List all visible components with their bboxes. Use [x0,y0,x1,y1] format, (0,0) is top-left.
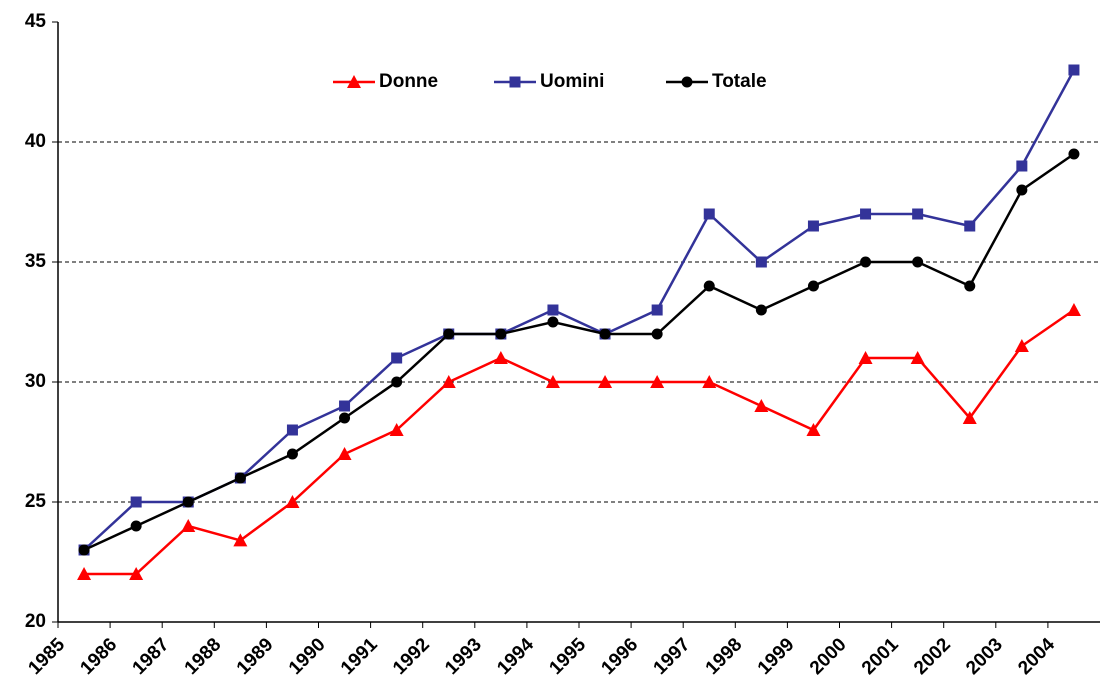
legend-marker [509,76,521,88]
x-tick-label: 1987 [129,634,174,679]
legend-marker [681,76,693,88]
data-point [391,376,403,388]
x-tick-label: 2003 [962,634,1007,679]
data-point [650,375,665,388]
x-tick-label: 1993 [441,634,486,679]
y-tick-label: 20 [25,611,46,632]
legend-label: Uomini [540,71,604,92]
series-line [83,152,1075,552]
data-point [339,400,351,412]
legend-label: Totale [712,71,767,92]
x-tick-label: 1989 [233,634,278,679]
x-tick-label: 1985 [24,634,69,679]
x-tick-label: 1986 [76,634,121,679]
data-point [1016,184,1028,196]
data-point [912,208,924,220]
data-point [962,411,977,424]
x-tick-label: 1998 [702,634,747,679]
data-point [78,544,90,556]
data-point [910,351,925,364]
y-tick-label: 45 [25,11,47,32]
data-point [286,424,298,436]
data-point [339,412,351,424]
x-tick-label: 2000 [806,634,851,679]
data-point [1014,339,1029,352]
data-point [1066,303,1081,316]
data-point [286,448,298,460]
data-point [964,220,976,232]
data-point [389,423,404,436]
data-point [182,496,194,508]
x-tick-label: 1988 [181,634,226,679]
x-tick-label: 2002 [910,634,955,679]
legend-marker [347,75,361,88]
data-point [547,304,559,316]
x-tick-label: 1997 [650,634,695,679]
y-tick-label: 30 [25,371,46,392]
x-tick-label: 1995 [545,634,590,679]
x-tick-label: 1990 [285,634,330,679]
data-point [858,351,873,364]
data-point [598,375,613,388]
x-tick-label: 2004 [1014,634,1059,679]
data-point [912,256,924,268]
y-tick-label: 25 [25,491,47,512]
data-point [443,328,455,340]
data-point [1068,64,1080,76]
data-point [495,328,507,340]
data-point [547,316,559,328]
x-tick-label: 1992 [389,634,434,679]
data-point [77,567,92,580]
x-tick-label: 2001 [858,634,903,679]
data-point [130,520,142,532]
legend-label: Donne [379,71,438,92]
data-point [703,208,715,220]
data-point [493,351,508,364]
data-point [806,423,821,436]
series-line [84,308,1075,576]
data-point [545,375,560,388]
x-tick-label: 1999 [754,634,799,679]
data-point [233,533,248,547]
data-point [337,447,352,460]
data-point [755,304,767,316]
data-point [807,220,819,232]
data-point [755,256,767,268]
data-point [1068,148,1080,160]
data-point [860,256,872,268]
data-point [754,399,769,412]
data-point [651,304,663,316]
data-point [181,519,196,532]
data-point [703,280,715,292]
y-tick-label: 35 [25,251,47,272]
x-tick-label: 1991 [337,634,382,679]
data-point [441,375,456,388]
data-point [860,208,872,220]
data-point [130,496,142,508]
data-point [285,495,300,508]
data-point [651,328,663,340]
data-point [807,280,819,292]
data-point [234,472,246,484]
data-point [599,328,611,340]
data-point [1016,160,1028,172]
data-point [702,375,717,388]
data-point [964,280,976,292]
data-point [129,567,144,580]
series-line [83,69,1076,551]
x-tick-label: 1994 [493,634,538,679]
y-tick-label: 40 [25,131,46,152]
x-tick-label: 1996 [597,634,642,679]
data-point [391,352,403,364]
